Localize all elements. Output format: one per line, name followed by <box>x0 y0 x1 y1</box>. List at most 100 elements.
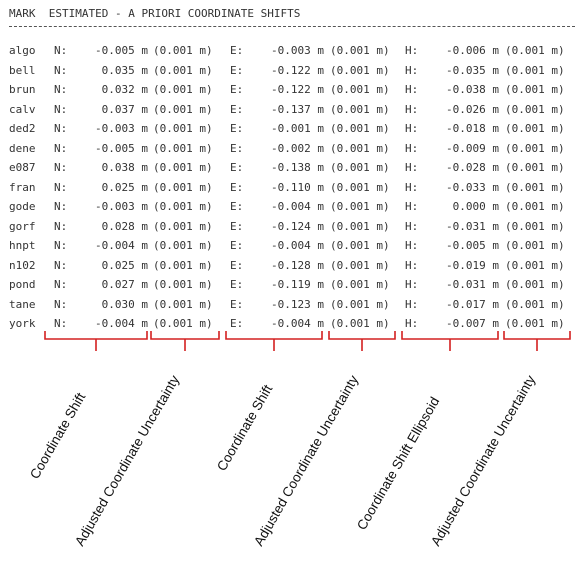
e-uncertainty-cell: (0.001 m) <box>330 219 390 233</box>
n-shift-cell: 0.035 m <box>101 63 148 77</box>
e-label: E: <box>230 180 244 194</box>
h-shift-cell: -0.035 m <box>446 63 499 77</box>
e-label: E: <box>230 219 244 233</box>
n-uncertainty-cell: (0.001 m) <box>153 258 213 272</box>
n-uncertainty-cell: (0.001 m) <box>153 83 213 96</box>
n-shift-cell: 0.027 m <box>101 278 148 291</box>
mark-cell: fran <box>9 180 36 194</box>
mark-cell: gorf <box>9 219 36 233</box>
table-row: brun N: 0.032 m (0.001 m) E: -0.122 m (0.001 m… <box>0 83 581 103</box>
e-uncertainty-cell: (0.001 m) <box>330 83 390 96</box>
e-uncertainty-cell: (0.001 m) <box>330 141 390 155</box>
annotation-label: Adjusted Coordinate Uncertainty <box>428 372 539 549</box>
e-shift-cell: -0.122 m <box>271 63 324 77</box>
e-shift-cell: -0.137 m <box>271 102 324 116</box>
h-shift-cell: -0.005 m <box>446 239 499 252</box>
h-uncertainty-cell: (0.001 m) <box>505 161 565 174</box>
table-row: gode N: -0.003 m (0.001 m) E: -0.004 m (0.001 … <box>0 200 581 220</box>
e-shift-cell: -0.002 m <box>271 141 324 155</box>
n-label: N: <box>54 83 68 96</box>
n-uncertainty-cell: (0.001 m) <box>153 200 213 213</box>
n-uncertainty-cell: (0.001 m) <box>153 219 213 233</box>
e-shift-cell: -0.110 m <box>271 180 324 194</box>
e-label: E: <box>230 297 244 311</box>
bracket-mark <box>328 331 396 351</box>
table-row: gorf N: 0.028 m (0.001 m) E: -0.124 m (0.001 m… <box>0 220 581 240</box>
mark-cell: pond <box>9 278 36 291</box>
e-shift-cell: -0.004 m <box>271 239 324 252</box>
table-row: bell N: 0.035 m (0.001 m) E: -0.122 m (0.001 m… <box>0 64 581 84</box>
h-label: H: <box>405 258 419 272</box>
table-row: pond N: 0.027 m (0.001 m) E: -0.119 m (0.001 m… <box>0 278 581 298</box>
h-shift-cell: -0.038 m <box>446 83 499 96</box>
e-uncertainty-cell: (0.001 m) <box>330 44 390 57</box>
n-label: N: <box>54 102 68 116</box>
n-label: N: <box>54 44 68 57</box>
n-shift-cell: 0.025 m <box>101 258 148 272</box>
n-shift-cell: 0.028 m <box>101 219 148 233</box>
mark-cell: n102 <box>9 258 36 272</box>
annotation-label: Coordinate Shift <box>27 390 89 482</box>
e-label: E: <box>230 122 244 135</box>
mark-cell: brun <box>9 83 36 96</box>
e-shift-cell: -0.001 m <box>271 122 324 135</box>
n-shift-cell: 0.030 m <box>101 297 148 311</box>
h-label: H: <box>405 122 419 135</box>
table-row: calv N: 0.037 m (0.001 m) E: -0.137 m (0.001 m… <box>0 103 581 123</box>
e-uncertainty-cell: (0.001 m) <box>330 258 390 272</box>
e-label: E: <box>230 63 244 77</box>
h-uncertainty-cell: (0.001 m) <box>505 122 565 135</box>
dashed-separator <box>9 26 575 27</box>
h-uncertainty-cell: (0.001 m) <box>505 63 565 77</box>
n-shift-cell: 0.032 m <box>101 83 148 96</box>
e-label: E: <box>230 239 244 252</box>
h-label: H: <box>405 200 419 213</box>
h-shift-cell: 0.000 m <box>452 200 499 213</box>
e-label: E: <box>230 200 244 213</box>
h-shift-cell: -0.031 m <box>446 219 499 233</box>
e-label: E: <box>230 141 244 155</box>
e-uncertainty-cell: (0.001 m) <box>330 297 390 311</box>
e-label: E: <box>230 278 244 291</box>
table-row: dene N: -0.005 m (0.001 m) E: -0.002 m (0.001 … <box>0 142 581 162</box>
h-label: H: <box>405 239 419 252</box>
annotation-label: Adjusted Coordinate Uncertainty <box>72 372 183 549</box>
n-label: N: <box>54 258 68 272</box>
n-uncertainty-cell: (0.001 m) <box>153 180 213 194</box>
e-shift-cell: -0.004 m <box>271 200 324 213</box>
h-uncertainty-cell: (0.001 m) <box>505 141 565 155</box>
table-row: fran N: 0.025 m (0.001 m) E: -0.110 m (0.001 m… <box>0 181 581 201</box>
n-shift-cell: -0.004 m <box>95 317 148 330</box>
e-label: E: <box>230 161 244 174</box>
h-uncertainty-cell: (0.001 m) <box>505 44 565 57</box>
h-label: H: <box>405 102 419 116</box>
h-shift-cell: -0.017 m <box>446 297 499 311</box>
h-label: H: <box>405 44 419 57</box>
h-uncertainty-cell: (0.001 m) <box>505 258 565 272</box>
table-row: e087 N: 0.038 m (0.001 m) E: -0.138 m (0.001 m… <box>0 161 581 181</box>
table-row: algo N: -0.005 m (0.001 m) E: -0.003 m (0.001 … <box>0 44 581 64</box>
e-uncertainty-cell: (0.001 m) <box>330 180 390 194</box>
n-shift-cell: -0.005 m <box>95 44 148 57</box>
e-label: E: <box>230 102 244 116</box>
h-shift-cell: -0.006 m <box>446 44 499 57</box>
h-label: H: <box>405 317 419 330</box>
h-uncertainty-cell: (0.001 m) <box>505 317 565 330</box>
mark-cell: gode <box>9 200 36 213</box>
n-label: N: <box>54 317 68 330</box>
h-uncertainty-cell: (0.001 m) <box>505 83 565 96</box>
n-shift-cell: 0.037 m <box>101 102 148 116</box>
table-row: york N: -0.004 m (0.001 m) E: -0.004 m (0.001 … <box>0 317 581 337</box>
h-shift-cell: -0.019 m <box>446 258 499 272</box>
h-shift-cell: -0.033 m <box>446 180 499 194</box>
n-shift-cell: 0.025 m <box>101 180 148 194</box>
annotation-label: Coordinate Shift Ellipsoid <box>354 394 443 533</box>
h-label: H: <box>405 141 419 155</box>
e-uncertainty-cell: (0.001 m) <box>330 122 390 135</box>
n-label: N: <box>54 122 68 135</box>
h-shift-cell: -0.007 m <box>446 317 499 330</box>
n-shift-cell: -0.003 m <box>95 200 148 213</box>
h-shift-cell: -0.031 m <box>446 278 499 291</box>
